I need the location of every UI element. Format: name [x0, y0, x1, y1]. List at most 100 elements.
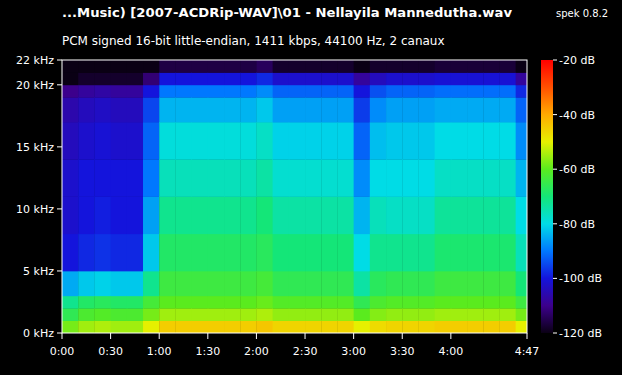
x-tick-label: 0:00 [50, 345, 75, 358]
cell [321, 271, 338, 296]
cell [467, 234, 484, 272]
cell [273, 271, 290, 296]
cell [78, 97, 95, 122]
cell [402, 85, 419, 98]
cell [499, 296, 516, 309]
cell [402, 97, 419, 122]
cell [483, 296, 500, 309]
cell [499, 122, 516, 160]
cell [321, 72, 338, 85]
cell [94, 296, 111, 309]
cell [175, 271, 192, 296]
cell [483, 321, 500, 333]
colorbar-tick [553, 223, 557, 224]
x-tick-label: 3:00 [341, 345, 366, 358]
cell [62, 159, 79, 197]
cell [451, 296, 468, 309]
x-tick [110, 333, 111, 339]
cell [175, 60, 192, 73]
cell [224, 159, 241, 197]
cell [305, 197, 322, 235]
cell [499, 271, 516, 296]
cell [483, 159, 500, 197]
cell [175, 308, 192, 321]
cell [467, 271, 484, 296]
cell [370, 122, 387, 160]
cell [289, 296, 306, 309]
y-tick-label: 22 kHz [16, 54, 54, 67]
cell [418, 159, 435, 197]
cell [483, 72, 500, 85]
colorbar-tick-label: -80 dB [559, 218, 595, 231]
cell [78, 308, 95, 321]
cell [159, 122, 176, 160]
cell [386, 97, 403, 122]
cell [289, 197, 306, 235]
cell [175, 85, 192, 98]
cell [208, 321, 225, 333]
y-tick [57, 60, 62, 61]
cell [354, 234, 371, 272]
cell [192, 296, 209, 309]
y-tick [57, 208, 62, 209]
x-tick-label: 4:00 [438, 345, 463, 358]
cell [208, 97, 225, 122]
cell [418, 85, 435, 98]
cell [337, 321, 354, 333]
cell [354, 308, 371, 321]
cell [224, 122, 241, 160]
cell [111, 308, 128, 321]
cell [127, 308, 144, 321]
cell [175, 234, 192, 272]
cell [483, 85, 500, 98]
cell [62, 122, 79, 160]
cell [273, 85, 290, 98]
cell [273, 159, 290, 197]
cell [127, 321, 144, 333]
x-tick-label: 2:30 [293, 345, 318, 358]
cell [240, 72, 257, 85]
title: ...Music) [2007-ACDRip-WAV]\01 - Nellayi… [62, 5, 513, 20]
cell [78, 72, 95, 85]
cell [62, 271, 79, 296]
cell [402, 122, 419, 160]
cell [402, 271, 419, 296]
cell [305, 72, 322, 85]
colorbar-tick-label: -100 dB [559, 272, 602, 285]
cell [370, 321, 387, 333]
cell [208, 159, 225, 197]
x-tick [256, 333, 257, 339]
cell [483, 271, 500, 296]
cell [192, 85, 209, 98]
cell [499, 321, 516, 333]
x-tick [207, 333, 208, 339]
cell [467, 321, 484, 333]
cell [354, 296, 371, 309]
cell [78, 122, 95, 160]
cell [483, 234, 500, 272]
cell [467, 308, 484, 321]
cell [175, 72, 192, 85]
background [0, 0, 622, 375]
cell [159, 85, 176, 98]
subtitle: PCM signed 16-bit little-endian, 1411 kb… [62, 34, 445, 48]
cell [273, 308, 290, 321]
cell [273, 321, 290, 333]
cell [240, 234, 257, 272]
cell [289, 97, 306, 122]
cell [386, 308, 403, 321]
cell [354, 72, 371, 85]
cell [94, 321, 111, 333]
cell [240, 296, 257, 309]
cell [273, 97, 290, 122]
cell [273, 234, 290, 272]
cell [354, 60, 371, 73]
cell [175, 122, 192, 160]
cell [94, 197, 111, 235]
cell [62, 85, 79, 98]
cell [402, 197, 419, 235]
cell [499, 159, 516, 197]
cell [143, 308, 160, 321]
cell [386, 321, 403, 333]
cell [370, 308, 387, 321]
